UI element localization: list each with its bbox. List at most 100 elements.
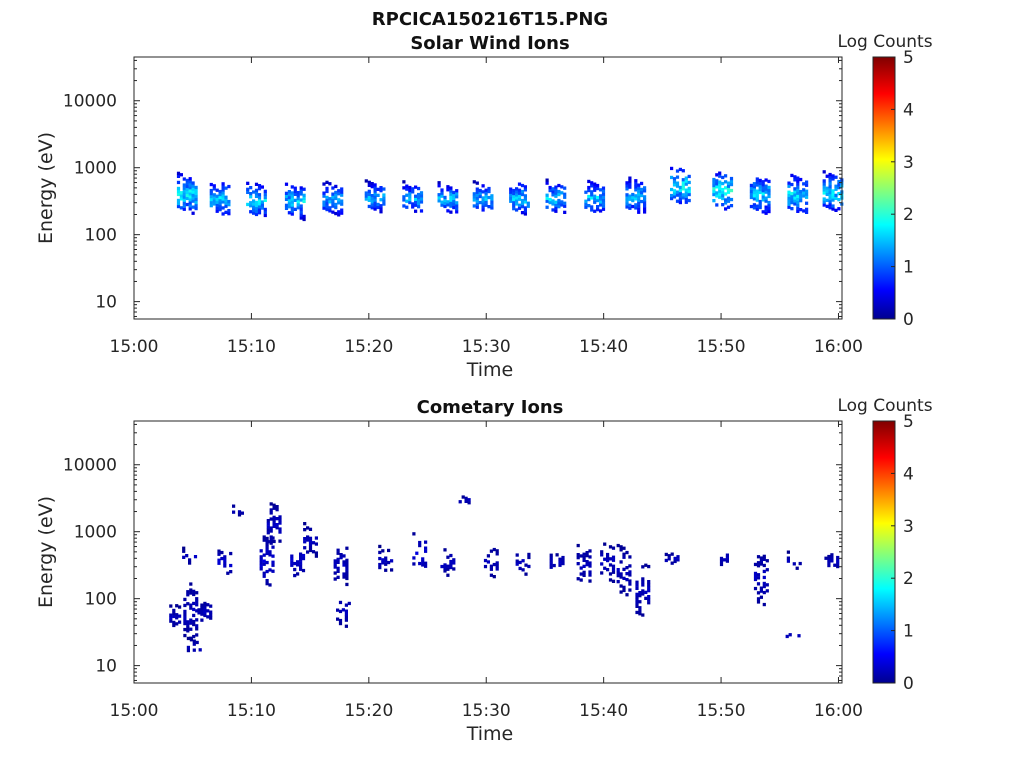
spectrogram-cell [721, 196, 725, 201]
spectrogram-cell [203, 613, 207, 618]
spectrogram-cell [796, 185, 800, 189]
spectrogram-cell [481, 190, 485, 194]
spectrogram-cell [767, 209, 771, 214]
spectrogram-cell [221, 191, 225, 195]
spectrogram-cell [749, 204, 753, 209]
spectrogram-cell [793, 175, 797, 179]
spectrogram-cell [387, 548, 391, 553]
spectrogram-cell [628, 179, 632, 183]
spectrogram-cell [767, 188, 771, 193]
spectrogram-cell [587, 179, 591, 184]
spectrogram-cell [269, 526, 273, 530]
spectrogram-cell [172, 623, 176, 628]
spectrogram-cell [367, 180, 371, 184]
spectrogram-cell [721, 181, 725, 186]
solar-wind-colorbar-gradient [872, 56, 896, 320]
spectrogram-cell [495, 567, 499, 571]
spectrogram-cell [408, 197, 412, 202]
spectrogram-cell [684, 191, 688, 195]
spectrogram-cell [328, 197, 332, 201]
spectrogram-cell [194, 191, 198, 196]
spectrogram-cell [179, 206, 183, 210]
spectrogram-cell [487, 186, 491, 191]
spectrogram-cell [641, 565, 645, 569]
x-tick-label: 16:00 [814, 337, 863, 357]
spectrogram-cell [805, 210, 809, 214]
spectrogram-cell [647, 583, 651, 587]
spectrogram-cell [712, 180, 716, 185]
spectrogram-cell [344, 618, 348, 622]
cometary-plot-area [133, 420, 843, 684]
spectrogram-cell [370, 200, 374, 204]
spectrogram-cell [628, 588, 632, 592]
spectrogram-cell [765, 559, 769, 563]
spectrogram-cell [437, 196, 441, 200]
spectrogram-cell [215, 209, 219, 213]
spectrogram-cell [185, 202, 189, 207]
spectrogram-cell [322, 182, 326, 186]
spectrogram-cell [419, 194, 424, 198]
spectrogram-cell [495, 552, 499, 556]
spectrogram-cell [271, 536, 275, 540]
colorbar-tick-label: 4 [903, 464, 914, 484]
spectrogram-cell [443, 548, 447, 552]
spectrogram-cell [752, 194, 756, 198]
spectrogram-cell [325, 201, 329, 206]
spectrogram-cell [753, 586, 758, 591]
spectrogram-cell [376, 202, 380, 207]
solar-wind-title: Solar Wind Ions [410, 33, 569, 54]
spectrogram-cell [265, 579, 269, 583]
spectrogram-cell [475, 205, 479, 209]
spectrogram-cell [475, 199, 479, 203]
spectrogram-cell [271, 569, 275, 573]
cometary-colorbar-label: Log Counts [837, 396, 932, 416]
spectrogram-cell [560, 191, 564, 195]
spectrogram-cell [647, 589, 651, 593]
spectrogram-cell [637, 201, 641, 205]
spectrogram-cell [805, 180, 809, 184]
spectrogram-cell [340, 208, 344, 212]
spectrogram-cell [218, 198, 222, 203]
spectrogram-cell [758, 190, 762, 195]
spectrogram-cell [672, 189, 677, 193]
spectrogram-cell [593, 188, 597, 192]
cometary-y-label: Energy (eV) [35, 496, 57, 608]
spectrogram-cell [628, 570, 632, 574]
spectrogram-cell [179, 197, 183, 201]
spectrogram-cell [405, 199, 409, 203]
spectrogram-cell [588, 579, 592, 583]
spectrogram-cell [290, 197, 294, 201]
spectrogram-cell [414, 200, 418, 204]
y-tick-label: 10000 [63, 92, 117, 112]
spectrogram-cell [455, 204, 459, 208]
spectrogram-cell [203, 607, 207, 612]
spectrogram-cell [339, 553, 343, 557]
spectrogram-cell [484, 191, 488, 195]
spectrogram-cell [185, 554, 189, 558]
spectrogram-cell [725, 556, 729, 560]
spectrogram-cell [345, 564, 349, 568]
spectrogram-cell [635, 592, 639, 596]
spectrogram-cell [554, 191, 558, 195]
spectrogram-cell [475, 196, 479, 200]
spectrogram-cell [767, 206, 771, 211]
spectrogram-cell [265, 545, 269, 550]
colorbar-tick-label: 0 [903, 310, 914, 330]
spectrogram-cell [345, 582, 349, 587]
spectrogram-cell [192, 634, 196, 639]
spectrogram-cell [762, 602, 766, 607]
spectrogram-cell [622, 567, 626, 571]
spectrogram-cell [344, 612, 348, 616]
spectrogram-cell [526, 201, 530, 205]
spectrogram-cell [637, 183, 641, 187]
spectrogram-cell [802, 194, 806, 198]
spectrogram-cell [560, 200, 564, 204]
spectrogram-cell [600, 553, 604, 557]
spectrogram-cell [512, 194, 516, 199]
spectrogram-cell [587, 185, 591, 190]
spectrogram-cell [484, 203, 488, 207]
spectrogram-cell [449, 195, 453, 199]
spectrogram-cell [634, 197, 638, 201]
spectrogram-cell [417, 195, 421, 200]
spectrogram-cell [252, 205, 256, 209]
